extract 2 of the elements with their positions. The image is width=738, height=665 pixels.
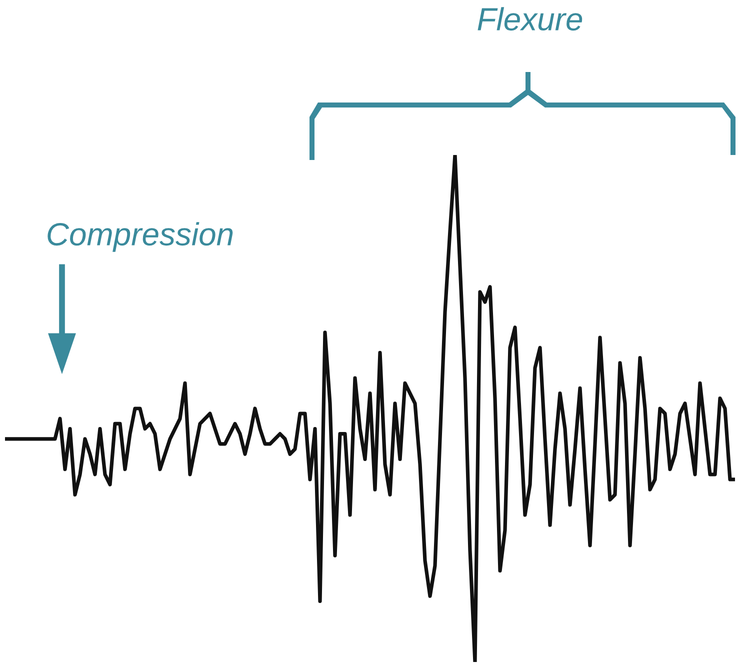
text: Flexure: [478, 7, 582, 31]
annotation: Compression: [48, 222, 233, 252]
